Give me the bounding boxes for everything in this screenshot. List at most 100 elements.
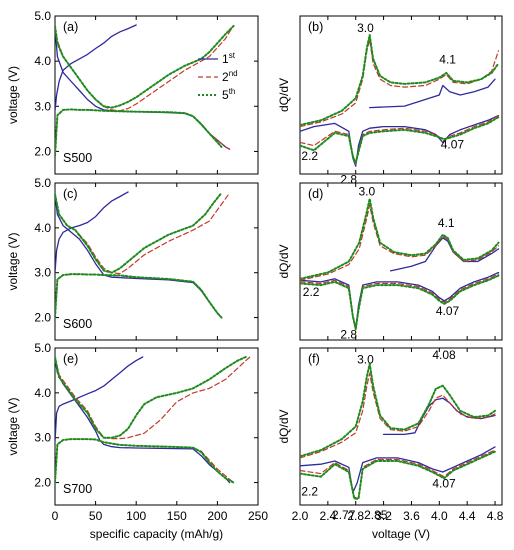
panel-label: (c) <box>63 187 78 201</box>
panel-b: dQ/dV (b) 3.0 4.1 4.07 2.2 2.8 <box>277 15 503 186</box>
series-line-5th <box>55 273 223 319</box>
y-axis-label: dQ/dV <box>277 244 291 278</box>
series-line-1st <box>55 24 137 112</box>
series-line-1st <box>55 191 129 274</box>
series-line-5th <box>300 274 500 330</box>
series-line-5th <box>300 116 500 164</box>
peak-annotation: 3.0 <box>357 353 374 367</box>
series-line-2nd <box>55 192 231 275</box>
y-axis-label: voltage (V) <box>6 232 20 290</box>
panel-d: dQ/dV (d) 3.0 4.1 4.07 2.2 2.8 <box>277 182 503 341</box>
panel-label: (e) <box>63 352 78 366</box>
series-line-1st <box>300 446 496 494</box>
y-tick-label: 5.0 <box>34 341 51 355</box>
series-line-2nd <box>55 273 223 319</box>
plot-frame <box>54 15 259 175</box>
panel-f: 2.0 2.4 2.8 3.2 3.6 4.0 4.4 4.8 dQ/dV voltage (V)… <box>277 347 504 541</box>
x-tick-label: 200 <box>207 509 227 523</box>
y-tick-label: 3.0 <box>34 431 51 445</box>
series-line-2nd <box>55 108 231 157</box>
peak-annotation: 4.07 <box>436 304 460 318</box>
series-group <box>300 362 496 500</box>
panel-label: (b) <box>308 20 323 34</box>
peak-annotation: 2.77 <box>332 508 356 522</box>
peak-annotation: 2.85 <box>364 508 388 522</box>
series-line-5th <box>55 356 247 439</box>
legend-label-2nd: 2nd <box>222 69 238 84</box>
y-tick-label: 4.0 <box>34 54 51 68</box>
x-tick-label: 2.8 <box>347 509 364 523</box>
x-axis-label: voltage (V) <box>372 527 430 541</box>
panel-a: 2.0 3.0 4.0 5.0 voltage (V) (a) S500 <box>6 9 259 175</box>
sample-label: S500 <box>63 151 92 165</box>
panel-label: (d) <box>308 187 323 201</box>
sample-label: S700 <box>63 482 92 496</box>
series-line-5th <box>55 191 223 274</box>
x-tick-label: 150 <box>167 509 187 523</box>
y-tick-label: 3.0 <box>34 266 51 280</box>
plot-frame <box>299 347 503 506</box>
peak-annotation: 3.0 <box>359 185 376 199</box>
series-group <box>55 24 235 157</box>
series-line-5th <box>300 450 496 500</box>
y-tick-label: 2.0 <box>34 311 51 325</box>
series-line-2nd <box>55 356 251 440</box>
peak-annotation: 2.2 <box>301 149 318 163</box>
peak-annotation: 2.2 <box>303 285 320 299</box>
peak-annotation: 3.0 <box>357 21 374 35</box>
panel-e: 0 50 100 150 200 250 2.0 3.0 4.0 5.0 voltage (V) sp… <box>6 341 268 541</box>
x-tick-label: 250 <box>248 509 268 523</box>
series-group <box>55 356 251 484</box>
series-line-2nd <box>55 25 235 112</box>
series-line-1st <box>55 193 223 319</box>
x-tick-label: 3.6 <box>403 509 420 523</box>
series-line-1st <box>55 358 231 484</box>
x-tick-label: 3.2 <box>375 509 392 523</box>
sample-label: S600 <box>63 317 92 331</box>
legend-label-1st: 1st <box>222 51 236 66</box>
series-line-2nd <box>300 273 500 332</box>
panel-label: (a) <box>63 20 78 34</box>
series-line-5th <box>300 197 500 280</box>
x-tick-label: 100 <box>126 509 146 523</box>
y-tick-label: 4.0 <box>34 386 51 400</box>
series-line-1st <box>389 237 500 272</box>
series-group <box>300 197 500 332</box>
y-tick-label: 2.0 <box>34 144 51 158</box>
plot-frame <box>54 347 259 506</box>
legend-label-5th: 5th <box>222 87 235 102</box>
y-tick-label: 3.0 <box>34 99 51 113</box>
panel-label: (f) <box>308 352 320 366</box>
series-line-1st <box>300 114 500 167</box>
peak-annotation: 4.1 <box>439 52 456 66</box>
peak-annotation: 2.8 <box>340 327 357 341</box>
legend-label-suffix: th <box>229 87 236 96</box>
series-line-2nd <box>300 449 496 500</box>
series-line-1st <box>300 271 500 330</box>
x-tick-label: 4.8 <box>487 509 504 523</box>
plot-frame <box>54 182 259 341</box>
series-group <box>300 34 500 167</box>
peak-annotation: 4.07 <box>432 477 456 491</box>
series-line-2nd <box>300 204 500 281</box>
x-tick-label: 0 <box>52 509 59 523</box>
peak-annotation: 2.2 <box>301 485 318 499</box>
series-line-1st <box>55 356 144 443</box>
series-line-5th <box>55 438 235 484</box>
plot-frame <box>299 15 503 175</box>
y-axis-label: voltage (V) <box>6 66 20 124</box>
legend-label-suffix: st <box>229 51 236 60</box>
series-group <box>55 191 231 319</box>
x-tick-label: 50 <box>89 509 103 523</box>
peak-annotation: 4.08 <box>432 348 456 362</box>
series-line-5th <box>300 34 500 126</box>
y-tick-label: 2.0 <box>34 476 51 490</box>
x-tick-label: 4.0 <box>431 509 448 523</box>
y-tick-label: 5.0 <box>34 9 51 23</box>
series-line-5th <box>55 108 223 157</box>
peak-annotation: 2.8 <box>340 172 357 186</box>
y-axis-label: voltage (V) <box>6 397 20 455</box>
series-line-1st <box>369 78 496 109</box>
y-axis-label: dQ/dV <box>277 409 291 443</box>
